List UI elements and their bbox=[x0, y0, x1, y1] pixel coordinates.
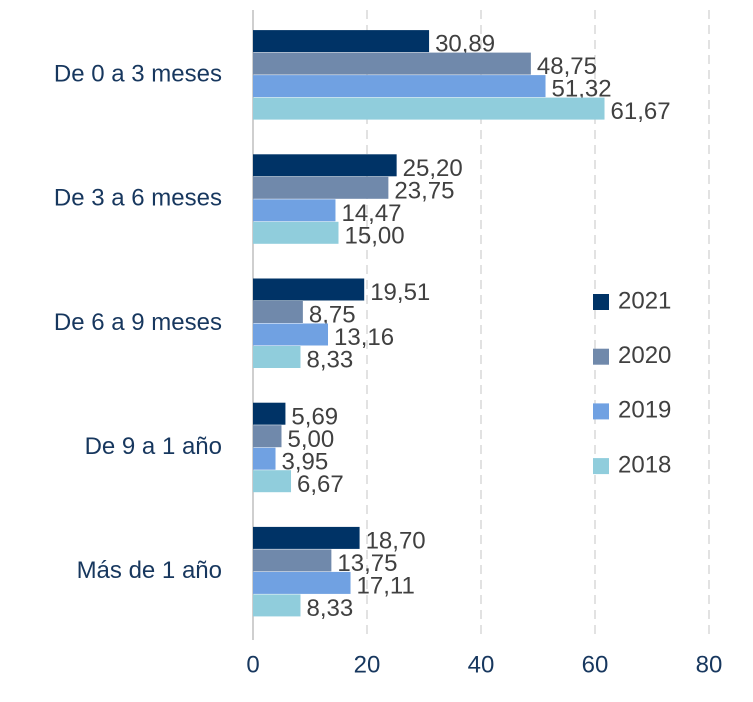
bar bbox=[253, 571, 351, 594]
bar bbox=[253, 52, 531, 75]
bar bbox=[253, 97, 605, 120]
legend-label: 2021 bbox=[618, 287, 671, 314]
category-label: Más de 1 año bbox=[77, 557, 222, 584]
x-tick-label: 40 bbox=[468, 651, 495, 678]
bar bbox=[253, 301, 303, 323]
bar bbox=[253, 30, 430, 53]
bar bbox=[253, 470, 292, 493]
value-label: 14,47 bbox=[341, 200, 401, 227]
bar bbox=[253, 154, 397, 177]
bar bbox=[253, 323, 329, 346]
x-tick-label: 80 bbox=[696, 651, 723, 678]
value-label: 8,33 bbox=[306, 347, 353, 374]
bar bbox=[253, 199, 336, 222]
bar bbox=[253, 526, 360, 549]
legend-label: 2019 bbox=[618, 397, 671, 424]
value-label: 25,20 bbox=[403, 155, 463, 182]
bar bbox=[253, 549, 332, 572]
bar bbox=[253, 221, 339, 244]
x-tick-label: 60 bbox=[582, 651, 609, 678]
value-label: 48,75 bbox=[537, 53, 597, 80]
x-tick-label: 0 bbox=[246, 651, 259, 678]
category-label: De 6 a 9 meses bbox=[54, 309, 222, 336]
value-label: 6,67 bbox=[297, 471, 344, 498]
value-label: 61,67 bbox=[611, 98, 671, 125]
bar bbox=[253, 75, 546, 98]
bar bbox=[253, 594, 301, 617]
value-label: 18,70 bbox=[366, 527, 426, 554]
legend-label: 2020 bbox=[618, 342, 671, 369]
value-label: 15,00 bbox=[345, 222, 405, 249]
legend-swatch bbox=[593, 458, 609, 475]
bar bbox=[253, 402, 286, 425]
legend-swatch bbox=[593, 403, 609, 420]
value-label: 19,51 bbox=[370, 279, 430, 306]
legend-label: 2018 bbox=[618, 451, 671, 478]
value-label: 23,75 bbox=[394, 177, 454, 204]
category-label: De 9 a 1 año bbox=[85, 433, 222, 460]
category-label: De 0 a 3 meses bbox=[54, 60, 222, 87]
legend-swatch bbox=[593, 294, 609, 310]
bar bbox=[253, 278, 365, 301]
bar bbox=[253, 346, 301, 368]
value-label: 5,00 bbox=[288, 426, 335, 453]
bar bbox=[253, 447, 276, 470]
value-label: 13,16 bbox=[334, 324, 394, 351]
category-label: De 3 a 6 meses bbox=[54, 185, 222, 212]
x-tick-label: 20 bbox=[354, 651, 381, 678]
value-label: 5,69 bbox=[291, 403, 338, 430]
value-label: 8,33 bbox=[306, 595, 353, 622]
bar bbox=[253, 176, 389, 199]
value-label: 17,11 bbox=[357, 572, 415, 599]
bar bbox=[253, 425, 282, 448]
legend-swatch bbox=[593, 348, 609, 365]
